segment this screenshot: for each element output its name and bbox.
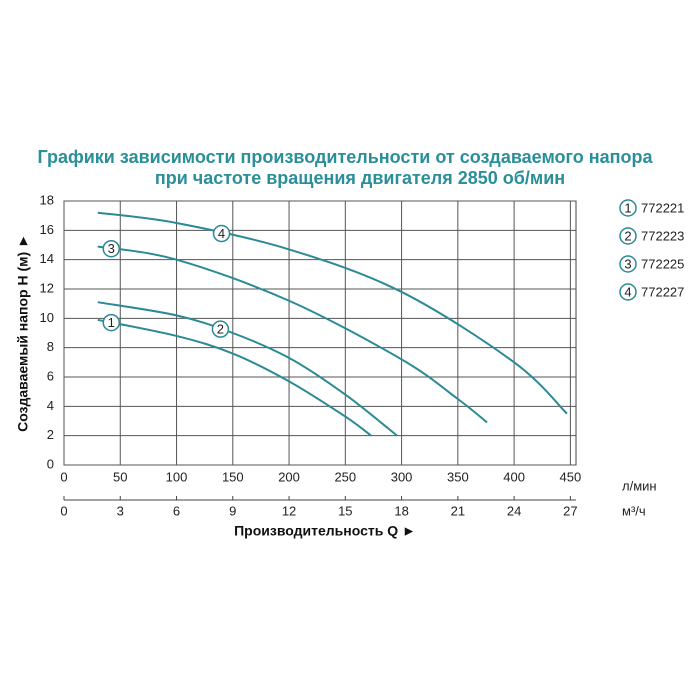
x2-tick-label: 0 [60, 503, 67, 518]
legend-number-circle [619, 255, 637, 273]
legend-number: 1 [624, 200, 631, 215]
curve [97, 211, 568, 415]
y-tick-label: 4 [47, 398, 54, 413]
chart-subtitle: при частоте вращения двигателя 2850 об/м… [155, 168, 565, 188]
curve [97, 245, 488, 424]
y-tick-label: 2 [47, 427, 54, 442]
curve [97, 301, 398, 437]
plot-frame [63, 200, 577, 466]
x2-tick-label: 18 [394, 503, 408, 518]
curve-label-circle [102, 313, 121, 332]
x-tick-label: 200 [278, 469, 300, 484]
y-tick-label: 0 [47, 456, 54, 471]
x-unit: л/мин [622, 478, 657, 493]
y-tick-label: 18 [40, 192, 54, 207]
y-axis-label: Создаваемый напор H (м) ► [15, 234, 31, 432]
y-tick-label: 6 [47, 368, 54, 383]
x-tick-label: 350 [447, 469, 469, 484]
legend-label: 772223 [641, 228, 684, 243]
x-tick-label: 100 [166, 469, 188, 484]
x-tick-label: 150 [222, 469, 244, 484]
x2-tick-label: 3 [117, 503, 124, 518]
x2-tick-label: 9 [229, 503, 236, 518]
curve-label-circle [102, 239, 121, 258]
x2-tick-label: 21 [451, 503, 465, 518]
legend-label: 772221 [641, 200, 684, 215]
curve-label: 4 [218, 226, 225, 241]
curve-label: 2 [217, 322, 224, 337]
curve [97, 318, 372, 437]
legend-number-circle [619, 283, 637, 301]
legend-label: 772225 [641, 256, 684, 271]
x-tick-label: 300 [391, 469, 413, 484]
legend-number-circle [619, 227, 637, 245]
legend-number: 2 [624, 228, 631, 243]
chart-title: Графики зависимости производительности о… [37, 147, 653, 167]
x2-tick-label: 12 [282, 503, 296, 518]
y-tick-label: 12 [40, 280, 54, 295]
x2-unit: м³/ч [622, 503, 646, 518]
y-tick-label: 16 [40, 222, 54, 237]
x-tick-label: 450 [560, 469, 582, 484]
x2-tick-label: 6 [173, 503, 180, 518]
x-axis-label: Производительность Q ► [234, 523, 416, 539]
legend-number-circle [619, 199, 637, 217]
curve-label-circle [212, 224, 231, 243]
curve-label: 3 [108, 241, 115, 256]
x2-tick-label: 24 [507, 503, 521, 518]
legend-number: 3 [624, 256, 631, 271]
legend-number: 4 [624, 284, 631, 299]
curve-label-circle [211, 320, 230, 338]
x2-tick-label: 15 [338, 503, 352, 518]
x-tick-label: 250 [334, 469, 356, 484]
legend-label: 772227 [641, 284, 684, 299]
curve-label: 1 [108, 315, 115, 330]
y-tick-label: 8 [47, 339, 54, 354]
y-tick-label: 10 [40, 310, 54, 325]
x-tick-label: 50 [113, 469, 127, 484]
y-tick-label: 14 [40, 251, 54, 266]
x2-tick-label: 27 [563, 503, 577, 518]
x-tick-label: 400 [503, 469, 525, 484]
x-tick-label: 0 [60, 469, 67, 484]
